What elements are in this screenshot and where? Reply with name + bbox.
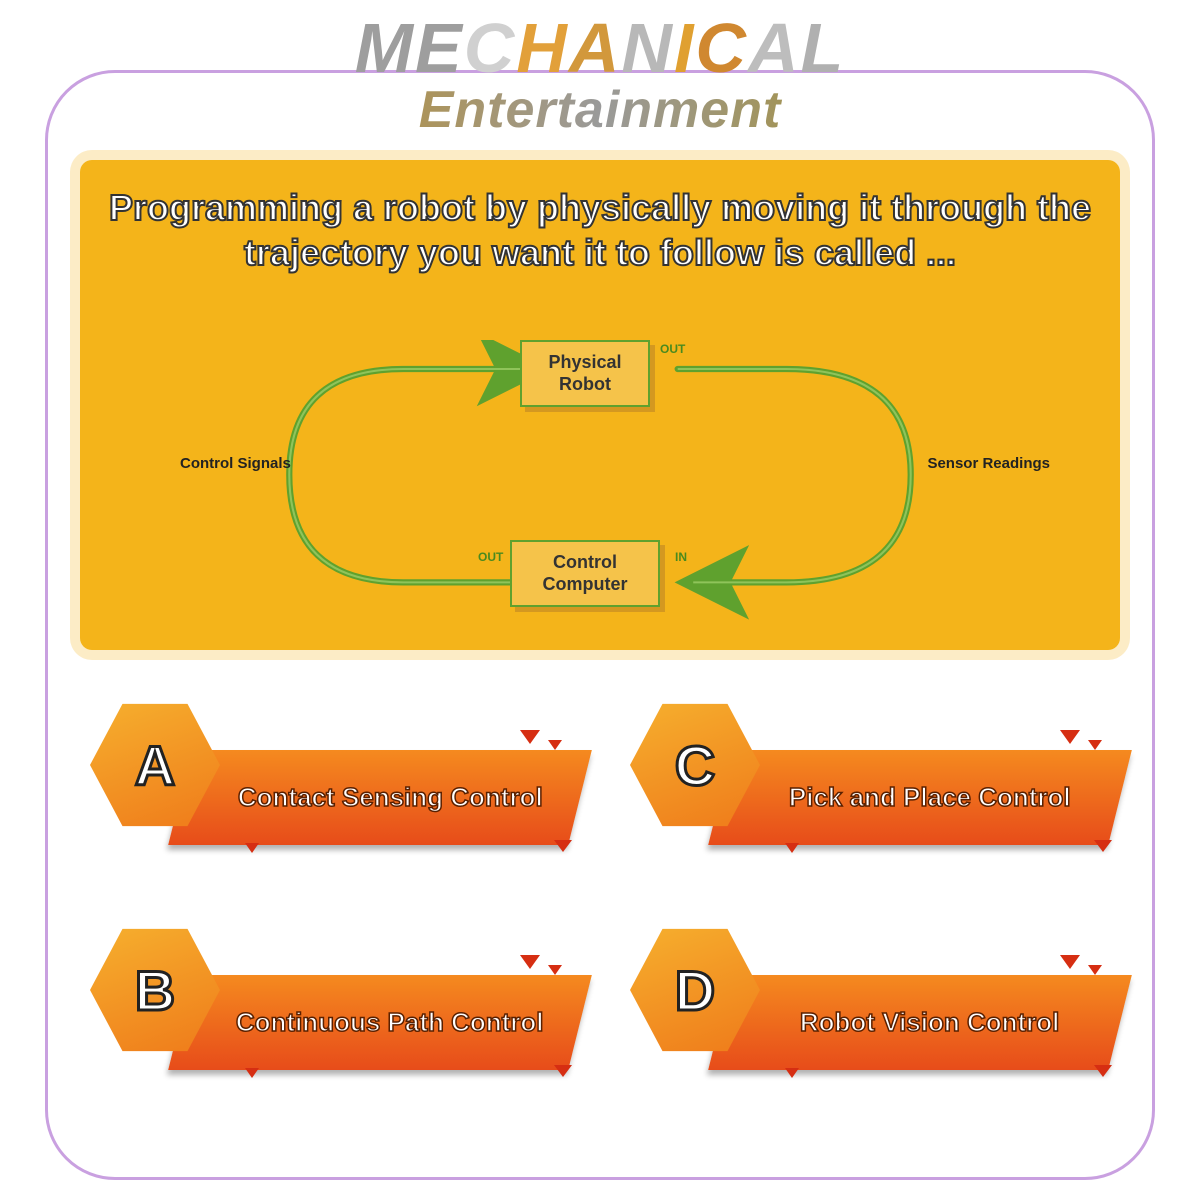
option-text: Pick and Place Control	[789, 783, 1071, 813]
option-banner: Pick and Place Control	[708, 750, 1132, 845]
brand-char: N	[621, 8, 674, 88]
brand-char: C	[695, 8, 748, 88]
control-loop-diagram: Physical Robot Control Computer Control …	[200, 340, 1000, 630]
decor-triangle-icon	[1060, 730, 1080, 744]
decor-triangle-icon	[1060, 955, 1080, 969]
option-letter: D	[675, 958, 715, 1023]
decor-triangle-icon	[1088, 965, 1102, 975]
port-out-top: OUT	[660, 342, 685, 356]
brand-line1: MECHANICAL	[0, 8, 1200, 88]
decor-triangle-icon	[554, 840, 572, 852]
label-control-signals: Control Signals	[180, 455, 291, 472]
brand-char: A	[569, 8, 622, 88]
brand-char: I	[674, 8, 695, 88]
decor-triangle-icon	[245, 843, 259, 853]
option-letter: B	[135, 958, 175, 1023]
brand-line2: Entertainment	[0, 80, 1200, 140]
port-in-bottom: IN	[675, 550, 687, 564]
decor-triangle-icon	[548, 965, 562, 975]
option-text: Continuous Path Control	[236, 1008, 544, 1038]
node-physical-robot: Physical Robot	[520, 340, 650, 407]
decor-triangle-icon	[785, 1068, 799, 1078]
answer-options: A Contact Sensing Control C Pick and Pla…	[80, 700, 1120, 1095]
option-d[interactable]: D Robot Vision Control	[620, 925, 1120, 1095]
decor-triangle-icon	[554, 1065, 572, 1077]
label-sensor-readings: Sensor Readings	[927, 455, 1050, 472]
decor-triangle-icon	[785, 843, 799, 853]
option-letter: A	[135, 733, 175, 798]
decor-triangle-icon	[1088, 740, 1102, 750]
brand-char: C	[464, 8, 517, 88]
brand-char: ME	[355, 8, 464, 88]
option-c[interactable]: C Pick and Place Control	[620, 700, 1120, 870]
option-text: Robot Vision Control	[800, 1008, 1060, 1038]
decor-triangle-icon	[520, 955, 540, 969]
decor-triangle-icon	[548, 740, 562, 750]
port-out-bottom: OUT	[478, 550, 503, 564]
option-banner: Robot Vision Control	[708, 975, 1132, 1070]
option-a[interactable]: A Contact Sensing Control	[80, 700, 580, 870]
brand-char: L	[801, 8, 846, 88]
brand-char: A	[748, 8, 801, 88]
option-banner: Contact Sensing Control	[168, 750, 592, 845]
node-control-computer: Control Computer	[510, 540, 660, 607]
decor-triangle-icon	[520, 730, 540, 744]
decor-triangle-icon	[1094, 1065, 1112, 1077]
question-panel: Programming a robot by physically moving…	[80, 160, 1120, 650]
option-banner: Continuous Path Control	[168, 975, 592, 1070]
question-text: Programming a robot by physically moving…	[100, 185, 1100, 275]
decor-triangle-icon	[1094, 840, 1112, 852]
option-letter: C	[675, 733, 715, 798]
brand-char: H	[516, 8, 569, 88]
option-text: Contact Sensing Control	[238, 783, 543, 813]
option-b[interactable]: B Continuous Path Control	[80, 925, 580, 1095]
decor-triangle-icon	[245, 1068, 259, 1078]
